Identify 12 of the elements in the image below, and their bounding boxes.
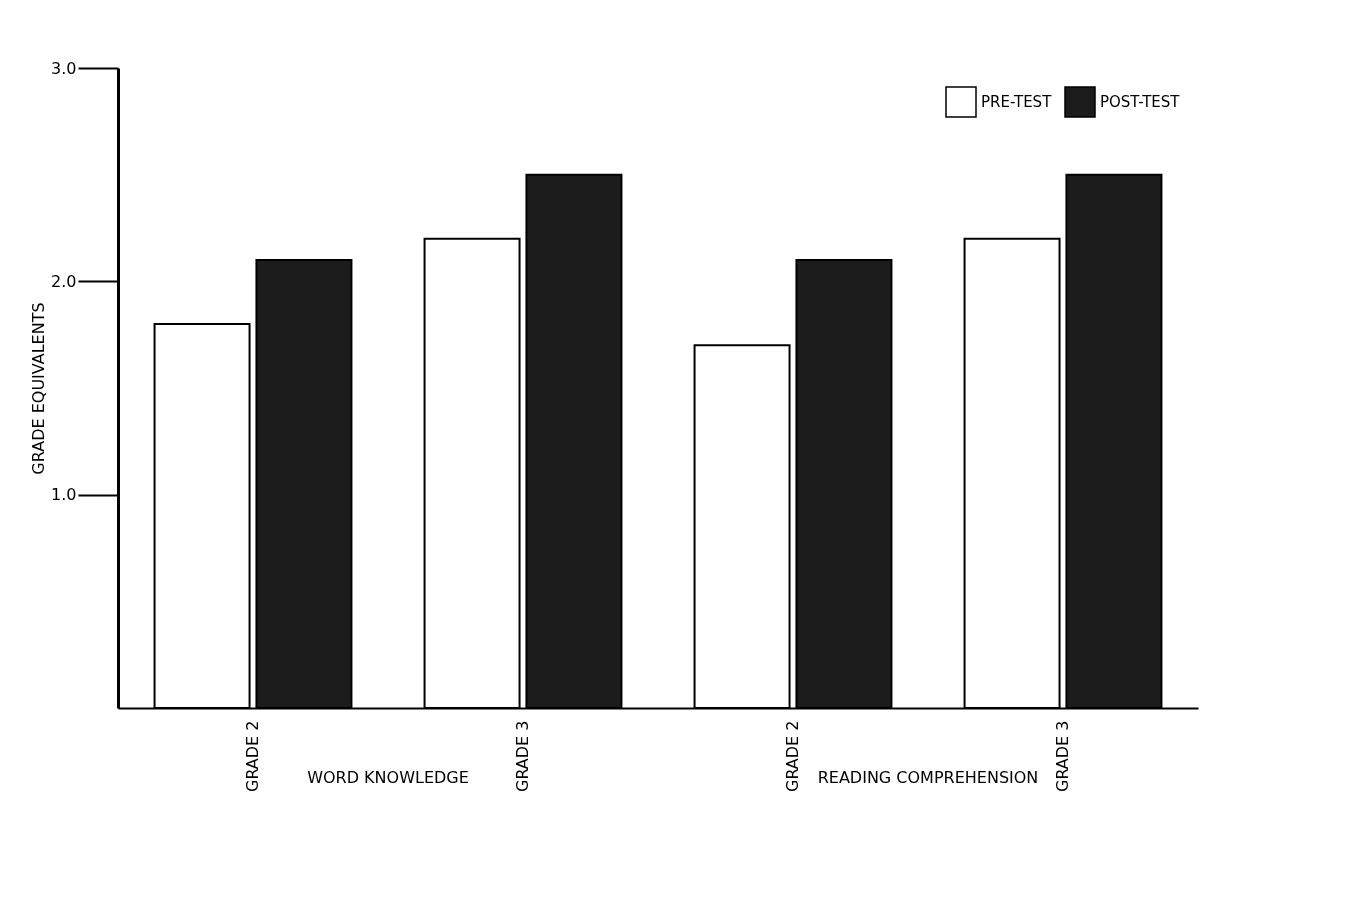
text: READING COMPREHENSION	[817, 768, 1039, 787]
x-tick-label: GRADE 3	[1053, 720, 1072, 793]
y-tick-label: 2.0	[51, 271, 77, 291]
x-tick-label: GRADE 3	[513, 720, 532, 793]
y-tick-label: 1.0	[51, 485, 77, 505]
legend-label: PRE-TEST	[981, 93, 1053, 111]
legend-label: POST-TEST	[1100, 93, 1181, 111]
y-axis-title: GRADE EQUIVALENTS	[29, 302, 49, 475]
y-tick-label: 3.0	[51, 58, 77, 78]
x-tick-label: GRADE 2	[243, 720, 262, 793]
text: WORD KNOWLEDGE	[307, 768, 469, 787]
x-tick-label: GRADE 2	[783, 720, 802, 793]
